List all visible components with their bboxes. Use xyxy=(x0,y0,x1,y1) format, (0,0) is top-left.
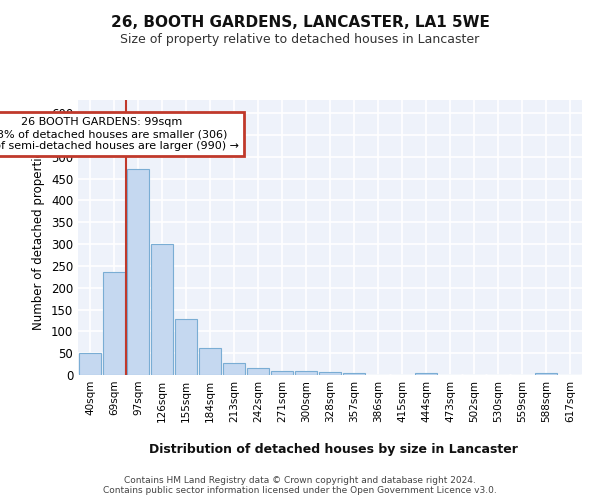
Bar xyxy=(415,373,437,375)
Bar xyxy=(199,348,221,375)
Bar xyxy=(343,373,365,375)
Y-axis label: Number of detached properties: Number of detached properties xyxy=(32,144,46,330)
Bar xyxy=(535,373,557,375)
Bar xyxy=(319,372,341,375)
Bar xyxy=(103,272,125,375)
Bar xyxy=(247,368,269,375)
Text: Size of property relative to detached houses in Lancaster: Size of property relative to detached ho… xyxy=(121,32,479,46)
Text: 26, BOOTH GARDENS, LANCASTER, LA1 5WE: 26, BOOTH GARDENS, LANCASTER, LA1 5WE xyxy=(110,15,490,30)
Bar xyxy=(295,370,317,375)
Bar xyxy=(151,244,173,375)
Bar xyxy=(127,169,149,375)
Text: 26 BOOTH GARDENS: 99sqm
← 23% of detached houses are smaller (306)
76% of semi-d: 26 BOOTH GARDENS: 99sqm ← 23% of detache… xyxy=(0,118,239,150)
Bar xyxy=(271,370,293,375)
Bar xyxy=(223,363,245,375)
Bar xyxy=(175,319,197,375)
Bar xyxy=(79,353,101,375)
Text: Distribution of detached houses by size in Lancaster: Distribution of detached houses by size … xyxy=(149,442,517,456)
Text: Contains HM Land Registry data © Crown copyright and database right 2024.
Contai: Contains HM Land Registry data © Crown c… xyxy=(103,476,497,495)
